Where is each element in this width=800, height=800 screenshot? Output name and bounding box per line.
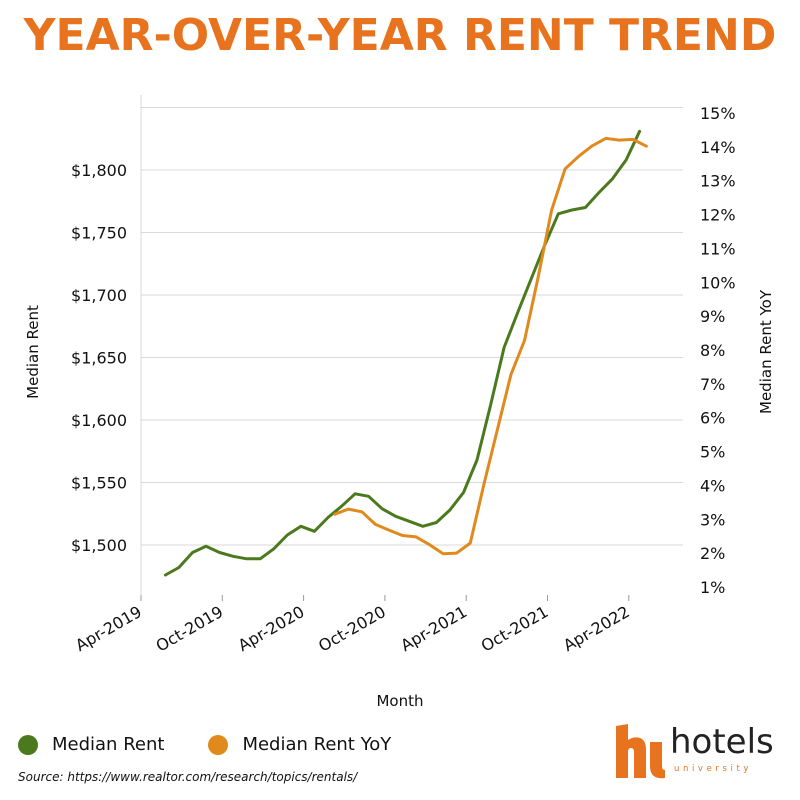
right-axis-ticks: 1% 2% 3% 4% 5% 6% 7% 8% 9% 10% 11% 12% 13% 14% 15% <box>700 104 736 597</box>
x-tick-label: Oct-2020 <box>315 602 389 656</box>
y2-tick-label: 10% <box>700 273 736 292</box>
legend: Median Rent Median Rent YoY <box>18 734 435 755</box>
x-tick-label: Apr-2020 <box>235 602 308 655</box>
y-axis-title: Median Rent <box>24 305 42 399</box>
series-lines <box>163 129 648 577</box>
y2-tick-label: 6% <box>700 409 725 428</box>
y2-tick-label: 7% <box>700 375 725 394</box>
legend-label-median-rent-yoy: Median Rent YoY <box>242 734 392 755</box>
y-tick-label: $1,800 <box>71 161 127 180</box>
legend-marker-median-rent-yoy <box>208 734 229 755</box>
y2-tick-label: 5% <box>700 443 725 462</box>
hotels-university-logo: hotels university <box>612 720 787 782</box>
y2-tick-label: 3% <box>700 510 725 529</box>
y2-tick-label: 14% <box>700 138 736 157</box>
y-tick-label: $1,750 <box>71 224 127 243</box>
x-axis-ticks: Apr-2019 Oct-2019 Apr-2020 Oct-2020 Apr-2021… <box>72 595 633 656</box>
x-tick-label: Apr-2019 <box>72 602 145 655</box>
x-tick-label: Oct-2019 <box>153 602 227 656</box>
y2-tick-label: 4% <box>700 476 725 495</box>
y-tick-label: $1,500 <box>71 536 127 555</box>
x-tick-label: Apr-2022 <box>560 602 633 655</box>
legend-item-median-rent-yoy: Median Rent YoY <box>208 734 391 755</box>
y2-tick-label: 2% <box>700 544 725 563</box>
y-tick-label: $1,550 <box>71 474 127 493</box>
y-tick-label: $1,600 <box>71 411 127 430</box>
logo-subtitle: university <box>674 764 753 774</box>
y2-tick-label: 12% <box>700 206 736 225</box>
x-axis-title: Month <box>376 692 423 710</box>
y2-tick-label: 9% <box>700 307 725 326</box>
median-rent-yoy-line <box>333 136 648 556</box>
y2-tick-label: 15% <box>700 104 736 123</box>
x-tick-label: Oct-2021 <box>478 602 552 656</box>
y-tick-label: $1,650 <box>71 349 127 368</box>
y2-tick-label: 8% <box>700 341 725 360</box>
legend-item-median-rent: Median Rent <box>18 734 164 755</box>
y2-tick-label: 13% <box>700 172 736 191</box>
legend-marker-median-rent <box>18 734 38 755</box>
chart-title: YEAR-OVER-YEAR RENT TREND <box>23 10 777 61</box>
y2-tick-label: 1% <box>700 578 725 597</box>
logo-word: hotels <box>670 722 774 762</box>
logo-mark-icon <box>616 724 665 779</box>
y2-axis-title: Median Rent YoY <box>757 289 775 414</box>
left-axis-ticks: $1,500 $1,550 $1,600 $1,650 $1,700 $1,750 $1,8… <box>71 161 127 555</box>
median-rent-line <box>163 129 642 577</box>
y2-tick-label: 11% <box>700 239 736 258</box>
y-tick-label: $1,700 <box>71 286 127 305</box>
x-tick-label: Apr-2021 <box>397 602 470 655</box>
gridlines <box>140 95 683 595</box>
legend-label-median-rent: Median Rent <box>52 734 165 755</box>
source-note: Source: https://www.realtor.com/research… <box>18 770 358 784</box>
